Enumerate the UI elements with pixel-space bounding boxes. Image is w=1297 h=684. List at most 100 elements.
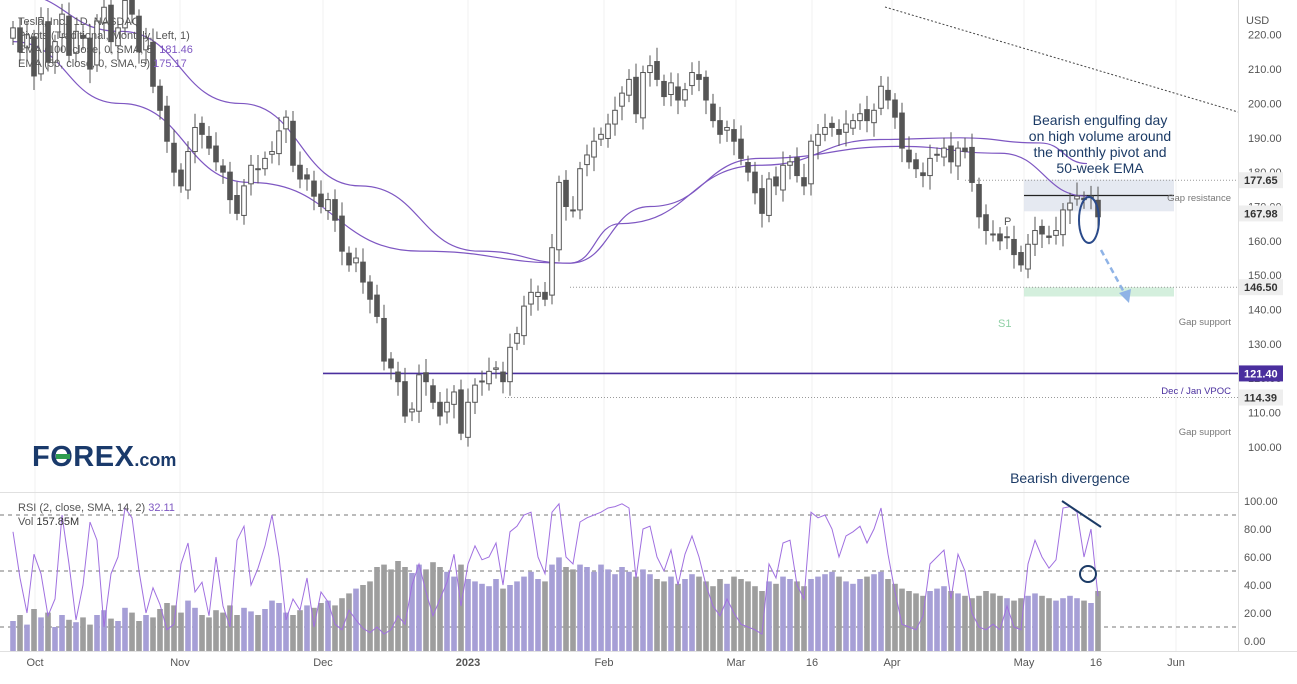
volume-bar (661, 581, 667, 651)
price-tick-label: 100.00 (1248, 442, 1282, 454)
volume-bar (696, 576, 702, 651)
symbol-title[interactable]: Tesla, Inc., 1D, NASDAQ (18, 16, 141, 28)
volume-bar (647, 574, 653, 651)
time-axis[interactable]: Oct Nov Dec 2023 Feb Mar 16 Apr May 16 Jun (0, 651, 1297, 670)
volume-bar (472, 581, 478, 651)
candle-body (787, 161, 793, 166)
volume-bar (458, 564, 464, 651)
price-legend: Tesla, Inc., 1D, NASDAQ Pivots (Traditio… (18, 15, 193, 71)
volume-bar (752, 586, 758, 651)
candle-body (122, 0, 128, 29)
candle-body (605, 123, 611, 139)
volume-bar (325, 600, 331, 651)
volume-bar (402, 567, 408, 651)
candle-body (227, 171, 233, 201)
candle-body (745, 162, 751, 173)
candlesticks (10, 0, 1101, 447)
candle-body (584, 154, 590, 166)
candle-body (640, 72, 646, 119)
time-tick-label: Mar (727, 657, 746, 669)
volume-bar (108, 618, 114, 651)
candle-body (444, 401, 450, 413)
ema-50-indicator[interactable]: EMA (50, close, 0, SMA, 5) 175.17 (18, 57, 193, 71)
volume-indicator[interactable]: Vol 157.85M (18, 515, 175, 529)
price-tick-label: 160.00 (1248, 236, 1282, 248)
time-tick-label: Feb (595, 657, 614, 669)
candle-body (619, 92, 625, 107)
volume-bar (171, 605, 177, 651)
time-tick-label: 16 (806, 657, 818, 669)
candle-body (521, 305, 527, 337)
candle-body (724, 126, 730, 131)
volume-bar (759, 591, 765, 651)
candle-body (759, 188, 765, 214)
candle-body (192, 126, 198, 153)
candle-body (472, 384, 478, 403)
volume-bar (101, 610, 107, 651)
volume-bar (955, 593, 961, 651)
candle-body (864, 109, 870, 122)
candle-body (353, 257, 359, 264)
candle-body (31, 36, 37, 77)
candle-body (262, 157, 268, 170)
rsi-indicator[interactable]: RSI (2, close, SMA, 14, 2) 32.11 (18, 501, 175, 515)
candle-body (612, 109, 618, 125)
candle-body (983, 214, 989, 232)
forex-logo: FOREX.com (32, 441, 176, 474)
candle-body (801, 177, 807, 187)
candle-body (654, 61, 660, 80)
candle-body (213, 145, 219, 163)
s1-zone (1024, 287, 1174, 297)
volume-bar (164, 603, 170, 651)
candle-body (871, 109, 877, 124)
candle-body (171, 142, 177, 173)
volume-bar (738, 579, 744, 651)
rsi-axis[interactable]: 100.00 80.00 60.00 40.00 20.00 0.00 (1244, 496, 1278, 648)
candle-body (1032, 230, 1038, 245)
candle-body (1004, 236, 1010, 239)
candle-body (178, 169, 184, 187)
price-tick-label: 210.00 (1248, 64, 1282, 76)
pivots-indicator-label[interactable]: Pivots (Traditional, Monthly, Left, 1) (18, 30, 190, 42)
ema-100-indicator[interactable]: EMA (100, close, 0, SMA, 5) 181.46 (18, 43, 193, 57)
candle-body (885, 89, 891, 101)
candle-body (87, 37, 93, 70)
volume-bar (514, 581, 520, 651)
candle-body (220, 165, 226, 173)
volume-bar (612, 574, 618, 651)
candle-body (430, 385, 436, 403)
volume-bar (619, 567, 625, 651)
descending-trendline (884, 6, 1239, 113)
volume-bar (969, 598, 975, 651)
volume-bar (990, 593, 996, 651)
candle-body (1067, 202, 1073, 211)
volume-bar (689, 574, 695, 651)
candle-body (843, 123, 849, 133)
rsi-value: 32.11 (148, 502, 175, 514)
volume-bar (185, 600, 191, 651)
volume-bar (24, 624, 30, 651)
candle-body (570, 209, 576, 212)
ema-50-label: EMA (50, close, 0, SMA, 5) (18, 58, 151, 70)
price-label-box (1239, 389, 1283, 406)
volume-bar (136, 621, 142, 651)
time-tick-label: Dec (313, 657, 333, 669)
candle-body (248, 164, 254, 185)
volume-bar (1032, 593, 1038, 651)
price-axis[interactable]: 220.00210.00200.00190.00180.00170.00160.… (1239, 30, 1283, 454)
volume-bar (80, 617, 86, 651)
candle-body (703, 76, 709, 101)
engulfing-line-3: the monthly pivot and (1033, 144, 1167, 160)
volume-bar (1060, 598, 1066, 651)
candle-body (675, 86, 681, 101)
candle-body (381, 317, 387, 362)
time-tick-label: May (1014, 657, 1035, 669)
volume-bar (976, 595, 982, 651)
volume-bar (444, 571, 450, 651)
ema-50-value: 175.17 (153, 58, 187, 70)
candle-body (52, 41, 58, 63)
candle-body (1053, 230, 1059, 236)
candle-body (367, 281, 373, 300)
volume-bar (703, 581, 709, 651)
